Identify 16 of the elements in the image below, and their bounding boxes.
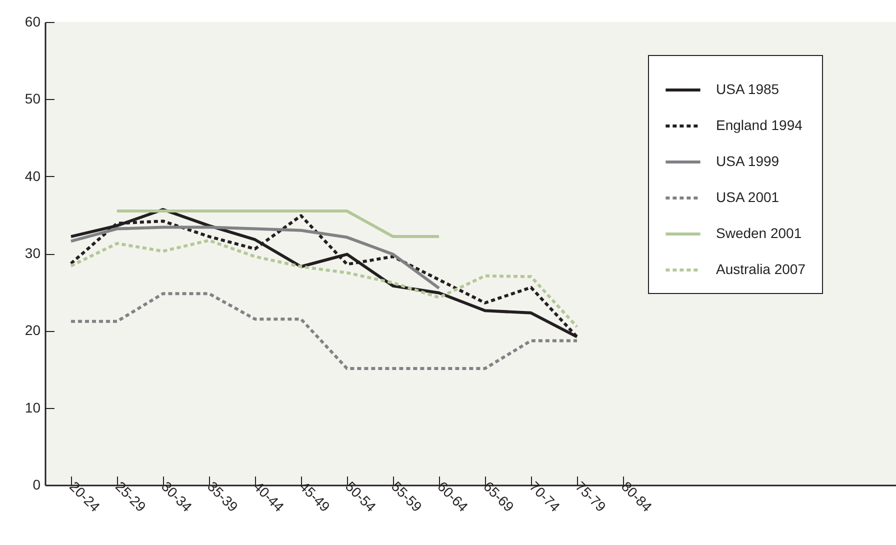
y-tick-label: 10 bbox=[24, 399, 41, 416]
y-tick-label: 40 bbox=[24, 168, 41, 184]
y-tick-label: 0 bbox=[32, 476, 41, 492]
y-tick-label: 30 bbox=[24, 245, 41, 261]
legend-label: England 1994 bbox=[716, 117, 803, 133]
legend-label: Sweden 2001 bbox=[716, 225, 802, 241]
legend-label: USA 1985 bbox=[716, 81, 780, 97]
line-series bbox=[70, 226, 440, 290]
y-tick-label: 50 bbox=[24, 90, 41, 107]
legend-label: USA 1999 bbox=[716, 153, 780, 169]
y-tick-label: 60 bbox=[24, 14, 41, 30]
legend-label: USA 2001 bbox=[716, 189, 780, 205]
line-series bbox=[70, 238, 578, 328]
legend-label: Australia 2007 bbox=[716, 261, 806, 277]
y-tick-label: 20 bbox=[24, 322, 41, 338]
line-series bbox=[70, 292, 578, 370]
